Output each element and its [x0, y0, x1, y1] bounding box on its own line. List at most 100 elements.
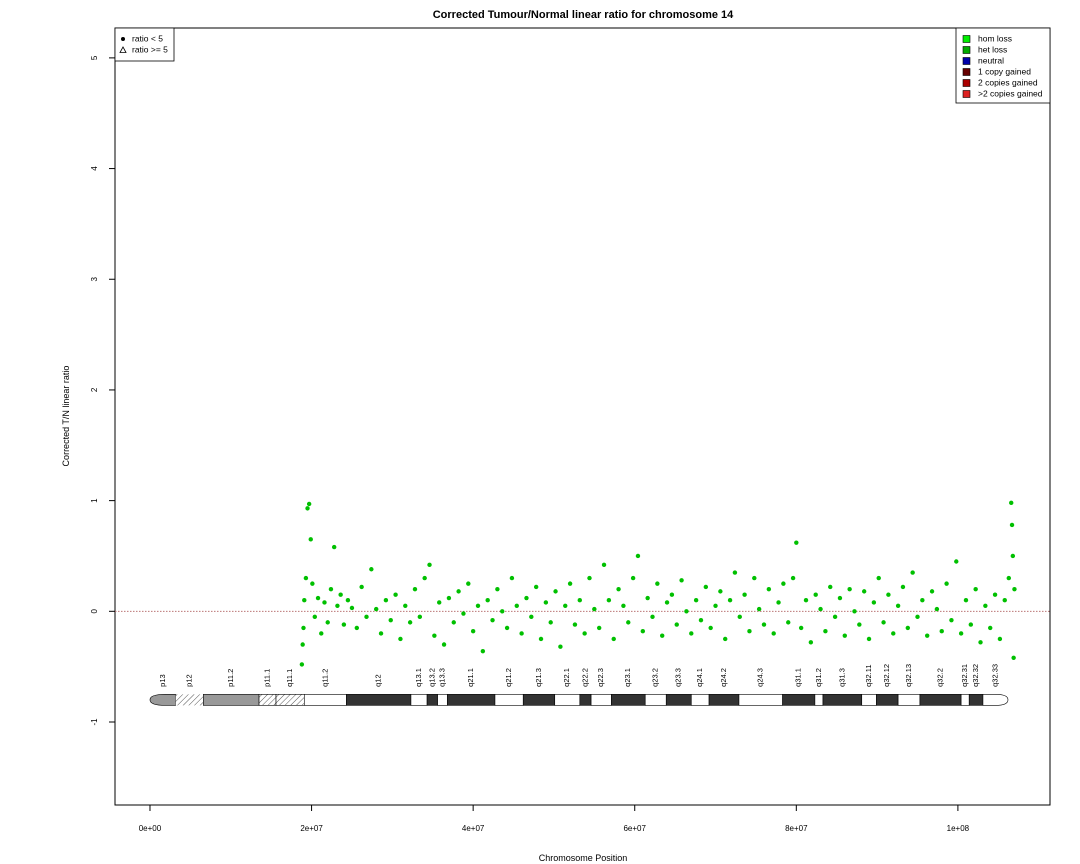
data-point [378, 631, 384, 636]
data-point [747, 629, 752, 634]
data-point [308, 537, 313, 542]
data-point [524, 595, 529, 601]
band-label: q31.2 [814, 668, 823, 687]
data-point [766, 586, 772, 592]
legend-label: ratio >= 5 [132, 44, 168, 54]
data-point [596, 625, 602, 631]
data-point [718, 589, 723, 594]
data-point [461, 611, 466, 616]
data-point [315, 595, 321, 601]
band-label: p12 [185, 674, 194, 687]
data-point [929, 589, 935, 594]
ideogram-band [782, 694, 816, 706]
ideogram-band [579, 694, 592, 706]
band-label: q32.31 [960, 664, 969, 687]
legend-swatch [962, 79, 971, 87]
legend-symbol [121, 37, 125, 41]
data-point [577, 598, 582, 603]
band-label: p11.2 [226, 669, 235, 687]
data-point [328, 586, 334, 592]
data-point [475, 603, 481, 608]
data-point [786, 620, 791, 625]
ideogram-band [522, 694, 556, 706]
ideogram-band [897, 694, 921, 706]
data-point [437, 600, 442, 605]
data-point [742, 592, 747, 597]
band-label: q13.3 [437, 668, 446, 687]
ideogram-band [303, 694, 347, 706]
data-point [1011, 655, 1016, 660]
data-point [808, 640, 814, 645]
data-point [1002, 598, 1007, 603]
data-point [660, 633, 665, 638]
data-point [886, 592, 891, 597]
data-point [915, 614, 920, 620]
y-tick-label: 5 [90, 55, 99, 60]
ideogram-band [203, 694, 260, 706]
band-label: q13.1 [414, 668, 423, 687]
ideogram-band [346, 694, 412, 706]
legend-label: 1 copy gained [978, 66, 1031, 76]
data-point [790, 575, 796, 581]
band-label: q23.2 [651, 668, 660, 687]
data-point [650, 614, 655, 620]
legend-swatch [962, 46, 971, 54]
data-point [427, 562, 432, 568]
data-point [626, 620, 631, 625]
data-point [798, 625, 804, 631]
x-tick-label: 0e+00 [139, 824, 162, 833]
data-point [1006, 575, 1011, 581]
ideogram-band [149, 694, 177, 706]
data-point [781, 581, 786, 586]
data-point [345, 598, 351, 603]
data-point [968, 622, 974, 627]
x-axis-title: Chromosome Position [539, 853, 628, 863]
band-label: q21.3 [534, 668, 543, 687]
data-point [752, 575, 757, 581]
data-point [803, 598, 809, 603]
data-point [302, 598, 307, 603]
data-point [319, 631, 324, 636]
ideogram-band [437, 694, 448, 706]
legend-label: >2 copies gained [978, 88, 1043, 98]
band-label: q24.1 [695, 668, 704, 687]
data-point [664, 600, 670, 605]
data-point [485, 598, 490, 603]
legend-label: ratio < 5 [132, 33, 163, 43]
legend-swatch [962, 35, 971, 43]
band-label: q32.32 [971, 664, 980, 687]
band-label: q12 [374, 674, 383, 687]
band-label: p13 [158, 674, 167, 687]
ideogram-band [611, 694, 646, 706]
data-point [866, 636, 872, 642]
data-point [703, 584, 709, 590]
data-point [1010, 553, 1016, 559]
ideogram-band [738, 694, 783, 706]
ideogram-band [426, 694, 438, 706]
data-point [852, 609, 857, 614]
data-point [582, 631, 587, 636]
legend-symbol [119, 46, 127, 53]
data-point [422, 575, 427, 581]
legend-label: het loss [978, 44, 1007, 54]
ideogram-band [554, 694, 581, 706]
data-point [305, 506, 310, 511]
ideogram-band [644, 694, 667, 706]
data-point [679, 578, 684, 583]
data-point [529, 614, 534, 620]
data-point [732, 570, 738, 575]
data-point [698, 617, 704, 623]
band-label: q24.2 [719, 668, 728, 687]
legend-swatch [962, 68, 971, 76]
band-label: q11.1 [285, 669, 294, 687]
band-label: q23.3 [674, 668, 683, 687]
x-tick-label: 4e+07 [462, 824, 485, 833]
data-point [403, 603, 408, 608]
data-point [988, 625, 993, 631]
band-label: q24.3 [756, 668, 765, 687]
data-point [563, 603, 568, 608]
data-point [727, 598, 733, 603]
data-point [818, 606, 823, 612]
data-point [723, 636, 728, 642]
data-point [655, 581, 660, 586]
